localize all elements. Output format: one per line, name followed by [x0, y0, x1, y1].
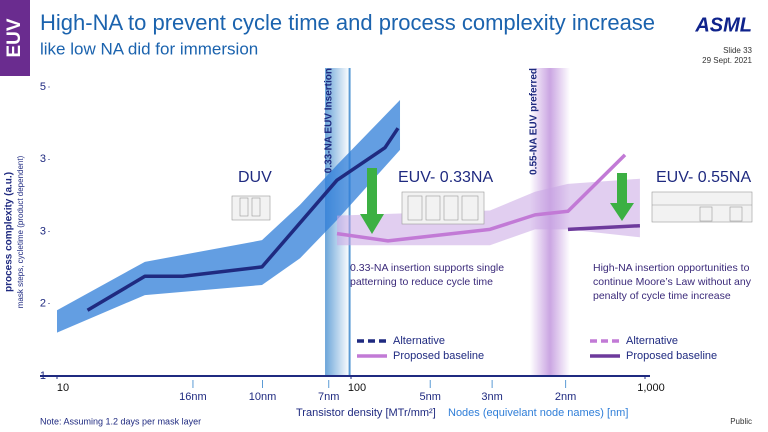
legend-label: Alternative	[626, 335, 678, 347]
slide-date: 29 Sept. 2021	[702, 56, 752, 65]
range-band	[336, 178, 640, 246]
y-tick-label: 2	[40, 298, 46, 310]
x-axis-title: Transistor density [MTr/mm²]	[296, 407, 436, 419]
y-tick-label: 1	[40, 370, 46, 382]
slide-subtitle: like low NA did for immersion	[40, 39, 258, 58]
legend-label: Proposed baseline	[626, 350, 717, 362]
slide-number: Slide 33	[723, 46, 752, 55]
series-line	[567, 223, 641, 232]
series-line	[336, 153, 627, 243]
annotation-line: penalty of cycle time increase	[593, 290, 731, 302]
y-tick-label: 3	[40, 153, 46, 165]
machine-icon	[231, 191, 753, 225]
slide-title: High-NA to prevent cycle time and proces…	[40, 10, 655, 35]
section-tab-label: EUV	[4, 18, 25, 57]
bands	[57, 100, 640, 333]
legends: Alternative Proposed baseline Alternative P…	[357, 335, 717, 362]
y-axis-subtitle: mask steps, cycletime (product dependent…	[16, 155, 25, 308]
logo: ASML	[694, 14, 752, 36]
legend-label: Proposed baseline	[393, 350, 484, 362]
x-tick-label: 1,000	[637, 382, 665, 394]
node-tick-label: 7nm	[318, 391, 339, 403]
machine-label: EUV- 0.33NA	[398, 169, 493, 186]
range-band	[57, 100, 401, 333]
x2-axis-title: Nodes (equivelant node names) [nm]	[448, 407, 628, 419]
plot: 1 2 3 3 5 10 100 1,000 16nm 10nm 7nm 5nm 3nm 2nm	[40, 81, 665, 403]
annotation-line: 0.33-NA insertion supports single	[350, 262, 504, 274]
annotation-line: patterning to reduce cycle time	[350, 276, 493, 288]
node-tick-label: 5nm	[420, 391, 441, 403]
node-tick-label: 2nm	[555, 391, 576, 403]
machine-label: EUV- 0.55NA	[656, 169, 751, 186]
x-tick-label: 100	[348, 382, 366, 394]
annotation-line: High-NA insertion opportunities to	[593, 262, 750, 274]
node-tick-label: 16nm	[179, 391, 207, 403]
legend-label: Alternative	[393, 335, 445, 347]
series-line	[86, 127, 400, 312]
y-tick-label: 5	[40, 81, 46, 93]
section-tab	[0, 0, 30, 76]
machine-label: DUV	[238, 169, 272, 186]
y-tick-label: 3	[40, 225, 46, 237]
zone-label: 0.55-NA EUV preferred	[529, 68, 540, 175]
classification: Public	[730, 417, 752, 426]
arrow	[360, 168, 634, 234]
zone-label: 0.33-NA EUV Insertion	[324, 68, 335, 173]
annotation-line: continue Moore’s Law without any	[593, 276, 752, 288]
node-tick-label: 10nm	[249, 391, 277, 403]
footnote: Note: Assuming 1.2 days per mask layer	[40, 416, 201, 426]
node-tick-label: 3nm	[481, 391, 502, 403]
x-tick-label: 10	[57, 382, 69, 394]
y-axis-title: process complexity (a.u.)	[4, 172, 15, 292]
